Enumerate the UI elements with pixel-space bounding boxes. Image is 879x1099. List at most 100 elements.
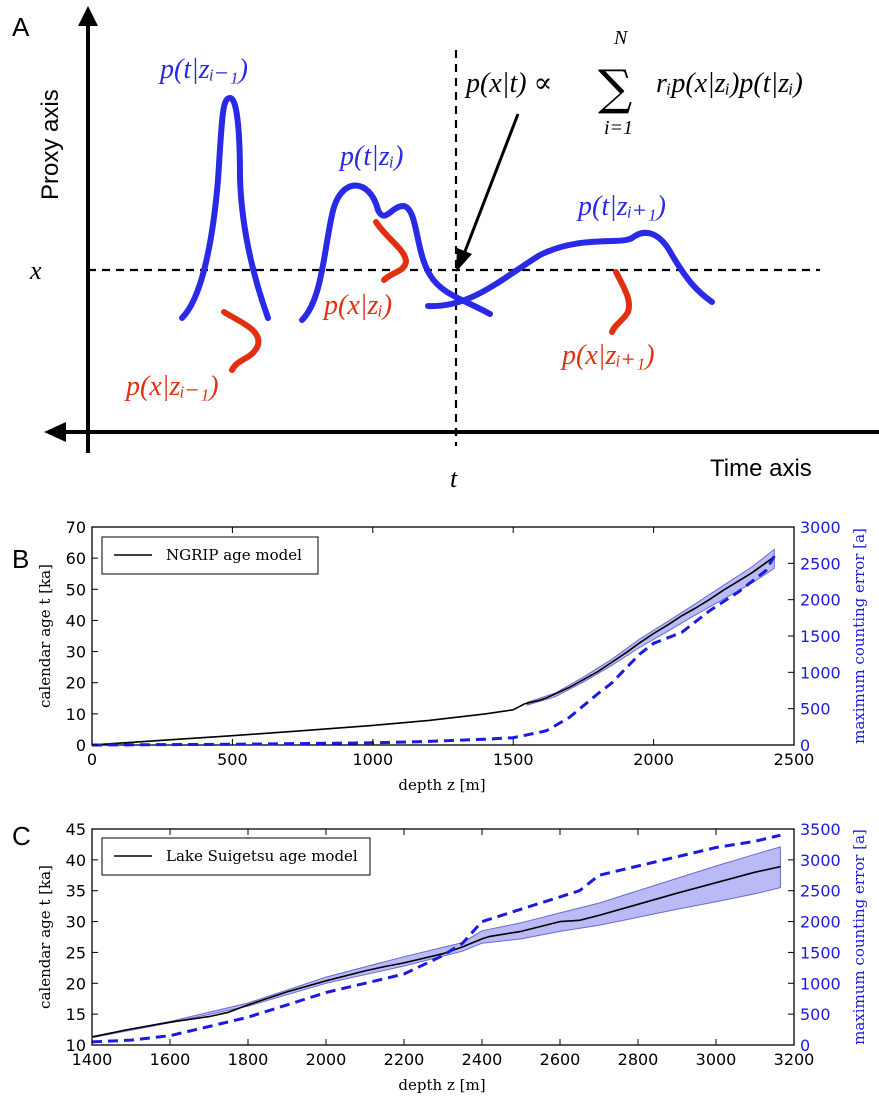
- panel-b: B 0 500 1000 1500 2000 2500 0 10 20 30 40 50 60 70 0…: [12, 518, 868, 794]
- y2-tick-label: 2500: [800, 882, 841, 901]
- x-axis-label-c: depth z [m]: [398, 1076, 485, 1094]
- x-tick-label: 2000: [306, 1050, 347, 1069]
- x-tick-label: 3000: [696, 1050, 737, 1069]
- x-ticks-c: 1400 1600 1800 2000 2200 2400 2600 2800 3000 3200: [72, 829, 815, 1069]
- y-tick-label: 10: [66, 1036, 86, 1055]
- y2-tick-label: 2500: [800, 554, 841, 573]
- label-pt-prev: p(t|zᵢ₋₁): [158, 54, 248, 85]
- arrow-icon: [462, 113, 520, 255]
- formula-sum-upper: N: [613, 27, 629, 49]
- y-tick-label: 25: [66, 943, 86, 962]
- y2-ticks-b: 0 500 1000 1500 2000 2500 3000: [788, 518, 841, 755]
- x-tick-label: 500: [217, 750, 248, 769]
- label-px-i: p(x|zᵢ): [322, 290, 392, 321]
- y-tick-label: 45: [66, 820, 86, 839]
- y2-tick-label: 0: [800, 736, 810, 755]
- y2-tick-label: 3000: [800, 518, 841, 537]
- counting-error-line: [91, 555, 776, 747]
- y-axis-label-c: calendar age t [ka]: [36, 865, 54, 1009]
- proxy-axis-label: Proxy axis: [37, 89, 64, 200]
- series-b: [91, 555, 776, 747]
- y-tick-label: 30: [66, 643, 86, 662]
- uncertainty-band-area: [526, 548, 775, 706]
- x-tick-label: 2200: [384, 1050, 425, 1069]
- x-tick-label: 3200: [774, 1050, 815, 1069]
- age-model-line: [91, 555, 775, 746]
- label-px-next: p(x|zᵢ₊₁): [560, 340, 655, 371]
- y2-tick-label: 500: [800, 1005, 831, 1024]
- y-tick-label: 40: [66, 611, 86, 630]
- x-tick-label: 2400: [462, 1050, 503, 1069]
- x-ticks-b: 0 500 1000 1500 2000 2500: [87, 527, 814, 769]
- density-curve-i: [299, 182, 493, 323]
- y-tick-label: 10: [66, 705, 86, 724]
- panel-c-label: C: [12, 821, 31, 851]
- y-tick-label: 20: [66, 974, 86, 993]
- y-tick-label: 40: [66, 851, 86, 870]
- x-tick-label: 2800: [618, 1050, 659, 1069]
- y-tick-label: 30: [66, 913, 86, 932]
- label-px-prev: p(x|zᵢ₋₁): [124, 371, 219, 402]
- t-marker: t: [450, 464, 458, 493]
- panel-a-label: A: [12, 12, 30, 42]
- counting-error-line: [91, 833, 781, 1044]
- y2-ticks-c: 0 500 1000 1500 2000 2500 3000 3500: [788, 820, 841, 1055]
- x-tick-label: 2500: [774, 750, 815, 769]
- y2-tick-label: 3500: [800, 820, 841, 839]
- y2-tick-label: 2000: [800, 913, 841, 932]
- y2-tick-label: 1000: [800, 663, 841, 682]
- y2-tick-label: 3000: [800, 851, 841, 870]
- formula-rhs: rᵢp(x|zᵢ)p(t|zᵢ): [656, 68, 803, 99]
- density-curve-prev: [179, 94, 271, 321]
- formula-sum-symbol: ∑: [598, 60, 632, 116]
- y2-tick-label: 0: [800, 1036, 810, 1055]
- y2-axis-label-c: maximum counting error [a]: [850, 829, 868, 1045]
- x-tick-label: 1500: [493, 750, 534, 769]
- likelihood-curve-next: [609, 269, 632, 335]
- x-tick-label: 0: [87, 750, 97, 769]
- legend-c: Lake Suigetsu age model: [101, 837, 371, 876]
- density-curve-next: [425, 229, 715, 310]
- y2-tick-label: 1000: [800, 974, 841, 993]
- y-axis-label-b: calendar age t [ka]: [36, 564, 54, 708]
- x-marker: x: [29, 256, 42, 285]
- likelihood-curve-i: [373, 219, 410, 283]
- y2-tick-label: 500: [800, 700, 831, 719]
- y-tick-label: 50: [66, 580, 86, 599]
- time-axis-label: Time axis: [710, 455, 812, 482]
- y-tick-label: 15: [66, 1005, 86, 1024]
- label-pt-next: p(t|zᵢ₊₁): [576, 191, 666, 222]
- series-c: [91, 833, 781, 1044]
- uncertainty-band-b: [526, 548, 775, 706]
- x-tick-label: 1000: [352, 750, 393, 769]
- panel-b-label: B: [12, 544, 29, 574]
- legend-label-c: Lake Suigetsu age model: [166, 847, 358, 865]
- x-axis-label-b: depth z [m]: [398, 776, 485, 794]
- legend-b: NGRIP age model: [101, 536, 319, 575]
- y2-tick-label: 1500: [800, 943, 841, 962]
- y-ticks-c: 10 15 20 25 30 35 40 45: [66, 820, 98, 1055]
- x-tick-label: 2000: [633, 750, 674, 769]
- y-tick-label: 70: [66, 518, 86, 537]
- y2-tick-label: 2000: [800, 591, 841, 610]
- proxy-axis-arrowhead: [78, 6, 98, 26]
- y-tick-label: 20: [66, 674, 86, 693]
- arrow-icon-head: [456, 248, 472, 272]
- panel-c: C 1400 1600 1800 2000 2200 2400 2600 2800 3000 32…: [12, 820, 868, 1094]
- y2-tick-label: 1500: [800, 627, 841, 646]
- y-tick-label: 0: [76, 736, 86, 755]
- likelihood-curve-prev: [221, 309, 262, 373]
- y-tick-label: 35: [66, 882, 86, 901]
- posterior-formula: p(x|t) ∝ ∑ N i=1 rᵢp(x|zᵢ)p(t|zᵢ): [464, 27, 803, 139]
- formula-sum-lower: i=1: [604, 117, 633, 139]
- y2-axis-label-b: maximum counting error [a]: [850, 528, 868, 744]
- x-tick-label: 1800: [228, 1050, 269, 1069]
- y-ticks-b: 0 10 20 30 40 50 60 70: [66, 518, 98, 755]
- x-tick-label: 2600: [540, 1050, 581, 1069]
- x-tick-label: 1600: [150, 1050, 191, 1069]
- label-pt-i: p(t|zᵢ): [338, 141, 403, 172]
- panel-a: A Proxy axis Time axis x t p(t|zᵢ₋₁) p(t…: [12, 6, 879, 493]
- legend-label-b: NGRIP age model: [166, 546, 302, 564]
- y-tick-label: 60: [66, 549, 86, 568]
